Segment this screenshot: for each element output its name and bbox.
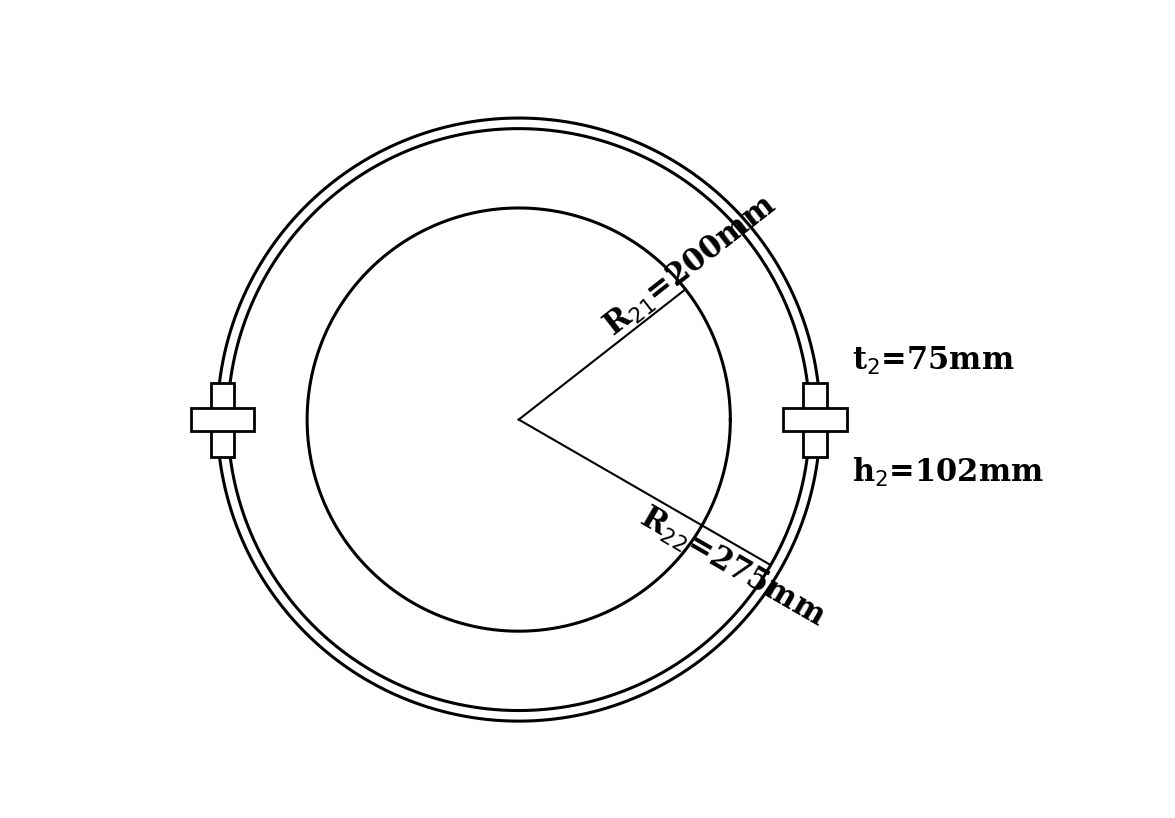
Text: R$_{21}$=200mm: R$_{21}$=200mm: [598, 190, 783, 344]
Bar: [784, 408, 847, 431]
Text: h$_2$=102mm: h$_2$=102mm: [852, 456, 1043, 489]
Text: t$_2$=75mm: t$_2$=75mm: [852, 345, 1014, 377]
Bar: [804, 383, 827, 456]
Text: R$_{22}$=275mm: R$_{22}$=275mm: [634, 501, 831, 633]
Bar: [210, 383, 234, 456]
Bar: [190, 408, 254, 431]
